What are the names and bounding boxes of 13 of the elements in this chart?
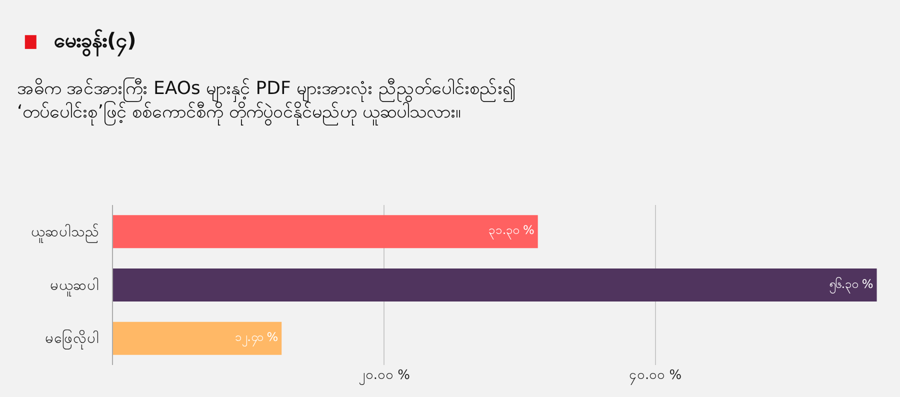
chart-title: မေးခွန်း(၄) [54, 28, 136, 57]
data-label: ၅၆.၃၀ % [829, 276, 874, 294]
data-label: ၃၁.၃၀ % [488, 223, 534, 240]
x-tick-label: ၄၀.၀၀ % [628, 368, 682, 385]
y-tick-label: မယူဆပါ [50, 278, 100, 296]
data-label: ၁၂.၄၀ % [235, 330, 278, 347]
y-tick-label: ယူဆပါသည် [31, 224, 100, 243]
y-tick-label: မဖြေလိုပါ [45, 330, 100, 350]
bar [113, 322, 282, 355]
bar [113, 268, 877, 302]
chart-subtitle: အဓိက အင်အားကြီး EAOs များနှင့် PDF များအားလုံး ညီညွတ်ပေါင်းစည်း၍ ‘တပ်ပေါင်းစု’ဖြင့် စစ်ကောင်စီကို တိုက်ပွဲဝင်နိုင်မည်ဟု ယူဆပါသလား။ [17, 77, 516, 126]
x-tick-label: ၂၀.၀၀ % [358, 368, 410, 385]
bar [113, 215, 538, 248]
